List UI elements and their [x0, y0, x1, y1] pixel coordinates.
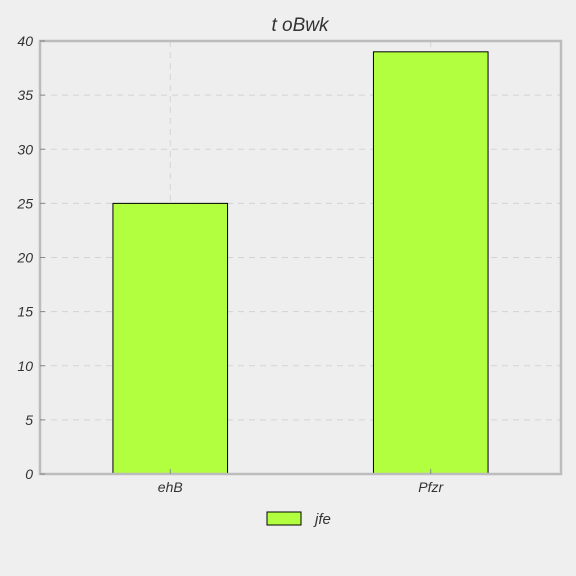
- bar-pfzr: [372, 51, 489, 475]
- legend-swatch: [266, 511, 302, 526]
- legend-label: jfe: [313, 511, 331, 528]
- bar-ehb: [112, 202, 229, 475]
- x-tick-label: ehB: [158, 479, 183, 495]
- y-tick-label: 10: [17, 358, 33, 374]
- y-tick-label: 40: [17, 33, 33, 49]
- y-tick-label: 20: [16, 250, 33, 266]
- y-tick-label: 30: [17, 141, 33, 157]
- chart-title: t oBwk: [271, 15, 330, 36]
- plot-area: 0 5 10 15 20 25 30 35 40 ehB Pfzr: [16, 33, 563, 495]
- legend: jfe: [266, 511, 331, 528]
- y-tick-label: 5: [25, 412, 33, 428]
- y-tick-label: 0: [25, 466, 33, 482]
- y-tick-label: 15: [17, 304, 33, 320]
- y-tick-label: 35: [17, 87, 33, 103]
- y-tick-label: 25: [16, 195, 33, 211]
- x-tick-label: Pfzr: [418, 479, 444, 495]
